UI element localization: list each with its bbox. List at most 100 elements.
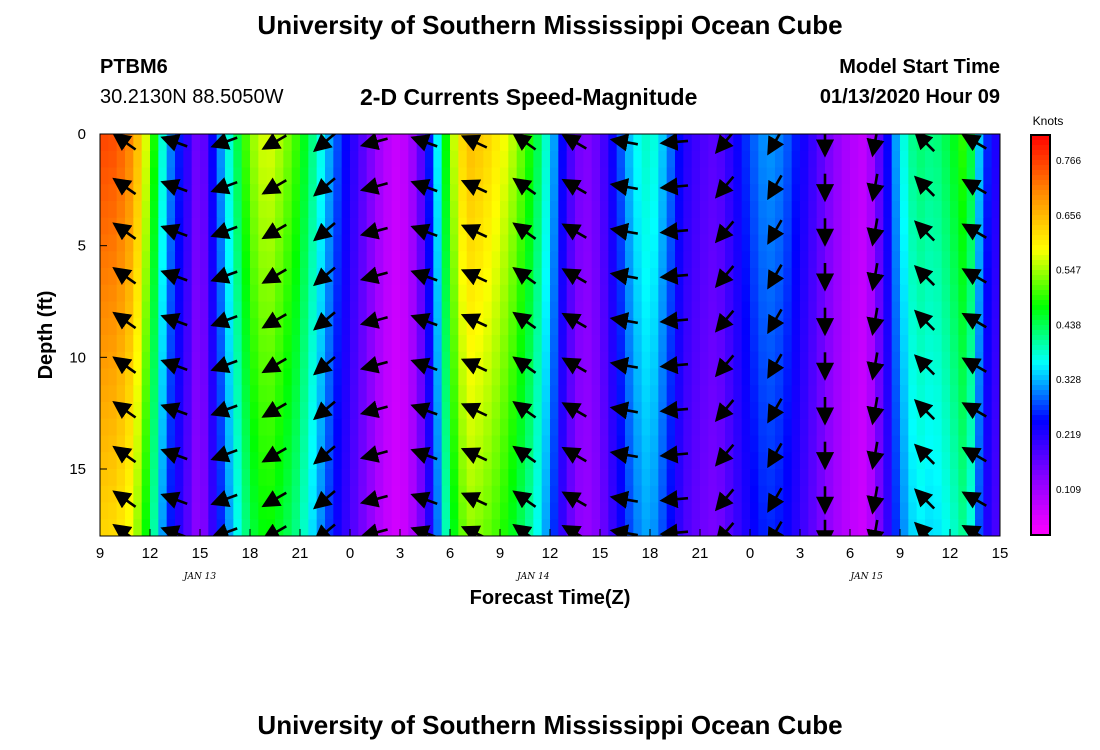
heatmap-cell bbox=[233, 217, 243, 236]
current-vector-arrow bbox=[160, 357, 188, 375]
heatmap-cell bbox=[741, 385, 751, 403]
heatmap-cell bbox=[433, 184, 443, 202]
heatmap-cell bbox=[341, 418, 351, 437]
heatmap-cell bbox=[583, 284, 593, 303]
current-vector-arrow bbox=[410, 312, 438, 331]
heatmap-cell bbox=[191, 167, 201, 185]
heatmap-cell bbox=[850, 452, 859, 470]
heatmap-cell bbox=[750, 201, 759, 219]
heatmap-cell bbox=[608, 217, 618, 236]
heatmap-cell bbox=[383, 184, 393, 202]
heatmap-cell bbox=[600, 150, 609, 169]
heatmap-cell bbox=[908, 150, 918, 169]
heatmap-cell bbox=[283, 150, 293, 169]
heatmap-cell bbox=[750, 268, 759, 286]
heatmap-cell bbox=[916, 335, 926, 353]
heatmap-cell bbox=[433, 284, 443, 303]
heatmap-cell bbox=[408, 519, 418, 536]
heatmap-cell bbox=[375, 435, 384, 453]
current-vector-arrow bbox=[866, 396, 885, 426]
heatmap-cell bbox=[883, 184, 893, 202]
heatmap-cell bbox=[641, 234, 651, 252]
heatmap-cell bbox=[541, 452, 551, 470]
heatmap-cell bbox=[725, 301, 734, 319]
heatmap-cell bbox=[891, 335, 901, 353]
current-vector-arrow bbox=[714, 443, 735, 467]
heatmap-cell bbox=[575, 234, 584, 252]
heatmap-cell bbox=[516, 469, 526, 487]
heatmap-cell bbox=[833, 251, 843, 269]
heatmap-cell bbox=[608, 452, 618, 470]
heatmap-cell bbox=[658, 301, 668, 319]
heatmap-cell bbox=[625, 201, 634, 219]
heatmap-cell bbox=[616, 167, 626, 185]
heatmap-cell bbox=[150, 217, 159, 236]
heatmap-cell bbox=[775, 335, 784, 353]
heatmap-cell bbox=[133, 335, 143, 353]
heatmap-cell bbox=[875, 435, 884, 453]
heatmap-cell bbox=[225, 335, 234, 353]
heatmap-cell bbox=[700, 402, 709, 420]
heatmap-cell bbox=[575, 502, 584, 520]
heatmap-cell bbox=[991, 335, 1000, 353]
heatmap-cell bbox=[616, 469, 626, 487]
heatmap-cell bbox=[691, 519, 701, 536]
heatmap-cell bbox=[858, 201, 868, 219]
heatmap-cell bbox=[416, 385, 426, 403]
heatmap-cell bbox=[925, 418, 934, 437]
heatmap-cell bbox=[900, 318, 909, 336]
heatmap-cell bbox=[433, 318, 443, 336]
heatmap-cell bbox=[541, 150, 551, 169]
heatmap-cell bbox=[475, 418, 484, 437]
heatmap-cell bbox=[883, 167, 893, 185]
heatmap-cell bbox=[125, 234, 134, 252]
heatmap-cell bbox=[958, 318, 968, 336]
current-vector-arrow bbox=[460, 492, 488, 509]
heatmap-cell bbox=[300, 469, 309, 487]
current-vector-arrow bbox=[112, 445, 137, 464]
heatmap-cell bbox=[100, 351, 109, 370]
heatmap-cell bbox=[983, 251, 993, 269]
heatmap-cell bbox=[658, 201, 668, 219]
heatmap-cell bbox=[650, 485, 659, 504]
current-vector-arrow bbox=[160, 268, 188, 286]
heatmap-cell bbox=[800, 519, 809, 536]
heatmap-cell bbox=[625, 217, 634, 236]
heatmap-cell bbox=[658, 234, 668, 252]
heatmap-cell bbox=[500, 217, 509, 236]
heatmap-cell bbox=[850, 217, 859, 236]
heatmap-cell bbox=[150, 268, 159, 286]
heatmap-cell bbox=[850, 251, 859, 269]
colorbar-segment bbox=[1031, 270, 1050, 276]
heatmap-cell bbox=[816, 469, 826, 487]
heatmap-cell bbox=[783, 335, 793, 353]
heatmap-cell bbox=[600, 351, 609, 370]
heatmap-cell bbox=[308, 335, 318, 353]
current-vector-arrow bbox=[609, 134, 639, 152]
heatmap-cell bbox=[308, 150, 318, 169]
heatmap-cell bbox=[900, 502, 909, 520]
heatmap-cell bbox=[791, 284, 801, 303]
colorbar-tick-label: 0.547 bbox=[1056, 266, 1081, 277]
heatmap-cell bbox=[225, 469, 234, 487]
heatmap-cell bbox=[900, 251, 909, 269]
heatmap-cell bbox=[683, 335, 693, 353]
heatmap-cell bbox=[691, 217, 701, 236]
heatmap-cell bbox=[200, 201, 209, 219]
heatmap-cell bbox=[100, 251, 109, 269]
heatmap-cell bbox=[325, 335, 334, 353]
current-vector-arrow bbox=[261, 400, 287, 418]
heatmap-cell bbox=[408, 368, 418, 386]
heatmap-cell bbox=[783, 519, 793, 536]
current-vector-arrow bbox=[160, 402, 188, 420]
heatmap-cell bbox=[725, 368, 734, 386]
heatmap-cell bbox=[941, 452, 951, 470]
heatmap-cell bbox=[191, 335, 201, 353]
heatmap-cell bbox=[375, 502, 384, 520]
heatmap-cell bbox=[450, 502, 459, 520]
heatmap-cell bbox=[200, 251, 209, 269]
heatmap-cell bbox=[200, 301, 209, 319]
colorbar-segment bbox=[1031, 175, 1050, 181]
heatmap-cell bbox=[833, 502, 843, 520]
heatmap-cell bbox=[808, 184, 818, 202]
